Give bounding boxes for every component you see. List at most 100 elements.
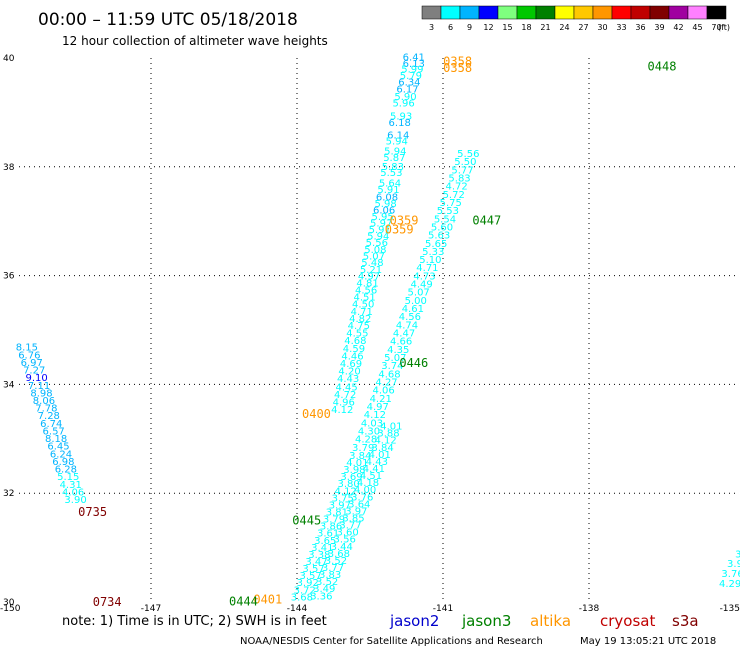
colorbar-label: 36: [635, 23, 645, 32]
x-tick-label: -150: [0, 604, 21, 614]
wave-height-value: 5.56: [366, 238, 388, 249]
wave-height-value: 4.47: [393, 329, 415, 340]
y-tick-label: 32: [3, 489, 14, 499]
wave-height-value: 3.75: [332, 493, 354, 504]
wave-height-value: 4.43: [337, 374, 359, 385]
wave-height-value: 4.21: [370, 394, 392, 405]
colorbar-label: 33: [616, 23, 626, 32]
wave-height-value: 4.27: [375, 377, 397, 388]
wave-height-value: 5.95: [372, 212, 394, 223]
wave-height-value: 5.83: [448, 173, 470, 184]
wave-height-value: 5.53: [437, 206, 459, 217]
axis-tick-labels: -150 -147 -144 -141 -138 -135 30 32 34 36 38 40: [0, 54, 740, 614]
track-2: 8.156.766.977.279.107.118.988.067.787.28…: [16, 343, 87, 506]
pass-time-label: 0358: [443, 61, 472, 75]
pass-time-label: 0358: [443, 55, 472, 69]
wave-height-value: 6.13: [403, 59, 425, 70]
x-tick-label: -135: [720, 604, 740, 614]
wave-height-value: 6.41: [403, 53, 425, 64]
wave-height-value: 4.12: [335, 486, 357, 497]
wave-height-value: 6.97: [21, 358, 43, 369]
wave-height-value: 4.68: [378, 369, 400, 380]
legend-altika: altika: [530, 612, 571, 630]
wave-height-value: 4.46: [341, 351, 363, 362]
wave-height-value: 4.59: [343, 344, 365, 355]
wave-height-value: 3.49: [313, 584, 335, 595]
wave-height-value: 7.78: [35, 404, 57, 415]
colorbar-label: 70: [711, 23, 721, 32]
wave-height-value: 5.60: [431, 222, 453, 233]
wave-height-value: 5.72: [443, 190, 465, 201]
pass-time-label: 0446: [399, 356, 428, 370]
wave-height-value: 6.14: [387, 131, 409, 142]
wave-height-value: 4.56: [399, 312, 421, 323]
colorbar-swatch: [516, 5, 537, 20]
wave-height-value: 4.06: [62, 487, 84, 498]
wave-height-value: 3.76: [721, 569, 740, 580]
wave-height-value: 3.38: [308, 550, 330, 561]
wave-height-value: 5.07: [408, 288, 430, 299]
wave-height-value: 3.9: [727, 559, 740, 570]
colorbar-label: 12: [483, 23, 493, 32]
map-grid: [19, 58, 735, 602]
wave-height-value: 3.44: [331, 542, 353, 553]
wave-height-value: 3.60: [336, 528, 358, 539]
colorbar-unit: (ft): [718, 23, 730, 32]
wave-height-value: 3.84: [372, 443, 394, 454]
colorbar-swatch: [421, 5, 442, 20]
wave-height-value: 3.84: [349, 451, 371, 462]
colorbar-swatch: [668, 5, 689, 20]
wave-height-value: 4.01: [346, 458, 368, 469]
wave-height-value: 3.85: [342, 513, 364, 524]
wave-height-value: 6.98: [52, 457, 74, 468]
wave-height-value: 4.12: [331, 405, 353, 416]
wave-height-value: 4.00: [354, 485, 376, 496]
wave-height-value: 3.57: [302, 564, 324, 575]
wave-height-value: 4.03: [361, 418, 383, 429]
y-tick-label: 36: [3, 272, 15, 282]
wave-height-value: 3.68: [291, 592, 313, 603]
wave-height-value: 6.34: [398, 78, 420, 89]
wave-height-value: 3.79: [352, 443, 374, 454]
colorbar-label: 24: [559, 23, 569, 32]
wave-height-value: 4.72: [445, 182, 467, 193]
wave-height-value: 3.47: [305, 557, 327, 568]
colorbar-swatch: [478, 5, 499, 20]
wave-height-value: 6.18: [389, 118, 411, 129]
wave-height-value: 5.87: [383, 153, 405, 164]
wave-height-value: 5.91: [369, 225, 391, 236]
wave-height-value: 4.30: [358, 426, 380, 437]
wave-height-value: 7.27: [23, 366, 45, 377]
wave-height-value: 3.56: [334, 535, 356, 546]
legend-jason3: jason3: [461, 612, 511, 630]
colorbar-swatch: [459, 5, 480, 20]
colorbar-swatch: [554, 5, 575, 20]
pass-time-label: 0735: [78, 505, 107, 519]
pass-time-label: 0734: [93, 595, 122, 609]
wave-height-value: 3.83: [319, 570, 341, 581]
x-tick-label: -144: [287, 604, 308, 614]
wave-height-value: 3.72: [294, 585, 316, 596]
wave-height-value: 7.28: [38, 411, 60, 422]
wave-height-value: 5.79: [400, 71, 422, 82]
footer-timestamp: May 19 13:05:21 UTC 2018: [580, 636, 716, 647]
wave-height-value: 4.74: [396, 320, 418, 331]
wave-height-value: 8.18: [45, 434, 67, 445]
wave-height-value: 5.91: [377, 185, 399, 196]
wave-height-value: 6.17: [396, 84, 418, 95]
colorbar-swatch: [649, 5, 670, 20]
wave-height-value: 4.28: [355, 435, 377, 446]
wave-height-value: 5.21: [360, 265, 382, 276]
wave-height-value: 8.98: [30, 388, 52, 399]
colorbar-swatch: [497, 5, 518, 20]
pass-time-label: 0400: [302, 407, 331, 421]
wave-height-value: 5.94: [386, 136, 408, 147]
wave-height-value: 3.: [735, 549, 740, 560]
wave-height-value: 4.81: [356, 278, 378, 289]
wave-height-value: 4.51: [354, 293, 376, 304]
wave-height-value: 3.98: [343, 465, 365, 476]
wave-height-value: 6.74: [40, 419, 62, 430]
wave-height-value: 5.07: [363, 251, 385, 262]
wave-height-value: 3.77: [322, 563, 344, 574]
wave-height-value: 4.43: [366, 457, 388, 468]
